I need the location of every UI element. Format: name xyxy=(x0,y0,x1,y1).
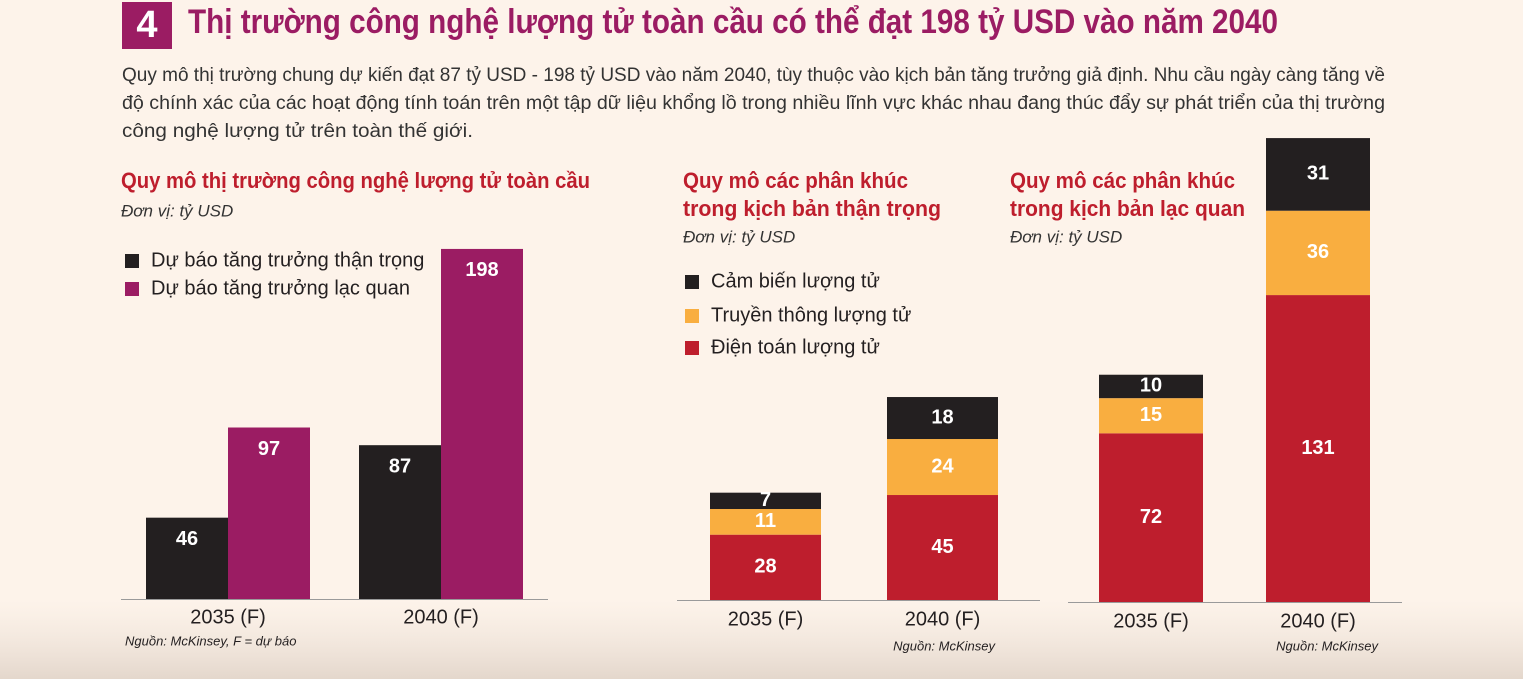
section-number: 4 xyxy=(136,4,157,46)
legend-swatch xyxy=(125,254,139,268)
intro-line: độ chính xác của các hoạt động tính toán… xyxy=(122,93,1385,114)
value-label: 15 xyxy=(1140,404,1162,426)
chart-unit: Đơn vị: tỷ USD xyxy=(683,227,795,246)
value-label: 7 xyxy=(760,489,771,511)
bar-segment xyxy=(887,439,998,496)
bar-segment xyxy=(1266,210,1370,296)
legend-label: Cảm biến lượng tử xyxy=(711,270,880,292)
bar xyxy=(359,445,441,599)
number-box xyxy=(122,2,172,49)
value-label: 36 xyxy=(1307,241,1329,263)
value-label: 198 xyxy=(465,259,498,281)
x-tick-label: 2040 (F) xyxy=(403,606,479,628)
x-tick-label: 2035 (F) xyxy=(190,606,266,628)
source-note: Nguồn: McKinsey, F = dự báo xyxy=(125,633,296,648)
value-label: 31 xyxy=(1307,163,1329,185)
value-label: 10 xyxy=(1140,375,1162,397)
legend-label: Dự báo tăng trưởng thận trọng xyxy=(151,249,424,271)
chart-unit: Đơn vị: tỷ USD xyxy=(121,201,233,220)
chart-title: Quy mô các phân khúc xyxy=(1010,168,1235,193)
bar xyxy=(441,248,523,599)
chart-unit: Đơn vị: tỷ USD xyxy=(1010,227,1122,246)
x-tick-label: 2035 (F) xyxy=(1113,610,1189,632)
legend-label: Dự báo tăng trưởng lạc quan xyxy=(151,277,410,299)
value-label: 87 xyxy=(389,455,411,477)
legend-swatch xyxy=(685,309,699,323)
source-note: Nguồn: McKinsey xyxy=(893,638,996,653)
value-label: 24 xyxy=(931,455,954,477)
x-tick-label: 2035 (F) xyxy=(728,608,804,630)
chart-title: trong kịch bản lạc quan xyxy=(1010,196,1245,221)
bar-segment xyxy=(887,397,998,440)
bar-segment xyxy=(1266,295,1370,602)
bar xyxy=(228,427,310,599)
bar-segment xyxy=(1099,433,1203,602)
chart-title: trong kịch bản thận trọng xyxy=(683,196,941,221)
value-label: 28 xyxy=(754,556,776,578)
bar-segment xyxy=(710,492,821,510)
value-label: 18 xyxy=(931,406,953,428)
legend-swatch xyxy=(685,275,699,289)
value-label: 46 xyxy=(176,528,198,550)
chart-title: Quy mô thị trường công nghệ lượng tử toà… xyxy=(121,168,590,193)
page-title: Thị trường công nghệ lượng tử toàn cầu c… xyxy=(188,3,1278,41)
legend-label: Truyền thông lượng tử xyxy=(711,304,911,326)
intro-line: Quy mô thị trường chung dự kiến đạt 87 t… xyxy=(122,65,1385,86)
legend-swatch xyxy=(685,341,699,355)
bar-segment xyxy=(1099,374,1203,399)
bar xyxy=(146,517,228,599)
intro-line: công nghệ lượng tử trên toàn thế giới. xyxy=(122,121,473,142)
value-label: 45 xyxy=(931,536,953,558)
value-label: 131 xyxy=(1301,437,1334,459)
x-tick-label: 2040 (F) xyxy=(905,608,981,630)
bottom-shade xyxy=(0,600,1523,679)
bar-segment xyxy=(710,534,821,600)
value-label: 72 xyxy=(1140,506,1162,528)
legend-label: Điện toán lượng tử xyxy=(711,336,880,358)
bar-segment xyxy=(1099,398,1203,434)
x-tick-label: 2040 (F) xyxy=(1280,610,1356,632)
chart-title: Quy mô các phân khúc xyxy=(683,168,908,193)
value-label: 97 xyxy=(258,438,280,460)
bar-segment xyxy=(887,495,998,600)
source-note: Nguồn: McKinsey xyxy=(1276,638,1379,653)
legend-swatch xyxy=(125,282,139,296)
bar-segment xyxy=(1266,138,1370,211)
bar-segment xyxy=(710,509,821,535)
value-label: 11 xyxy=(755,510,776,532)
